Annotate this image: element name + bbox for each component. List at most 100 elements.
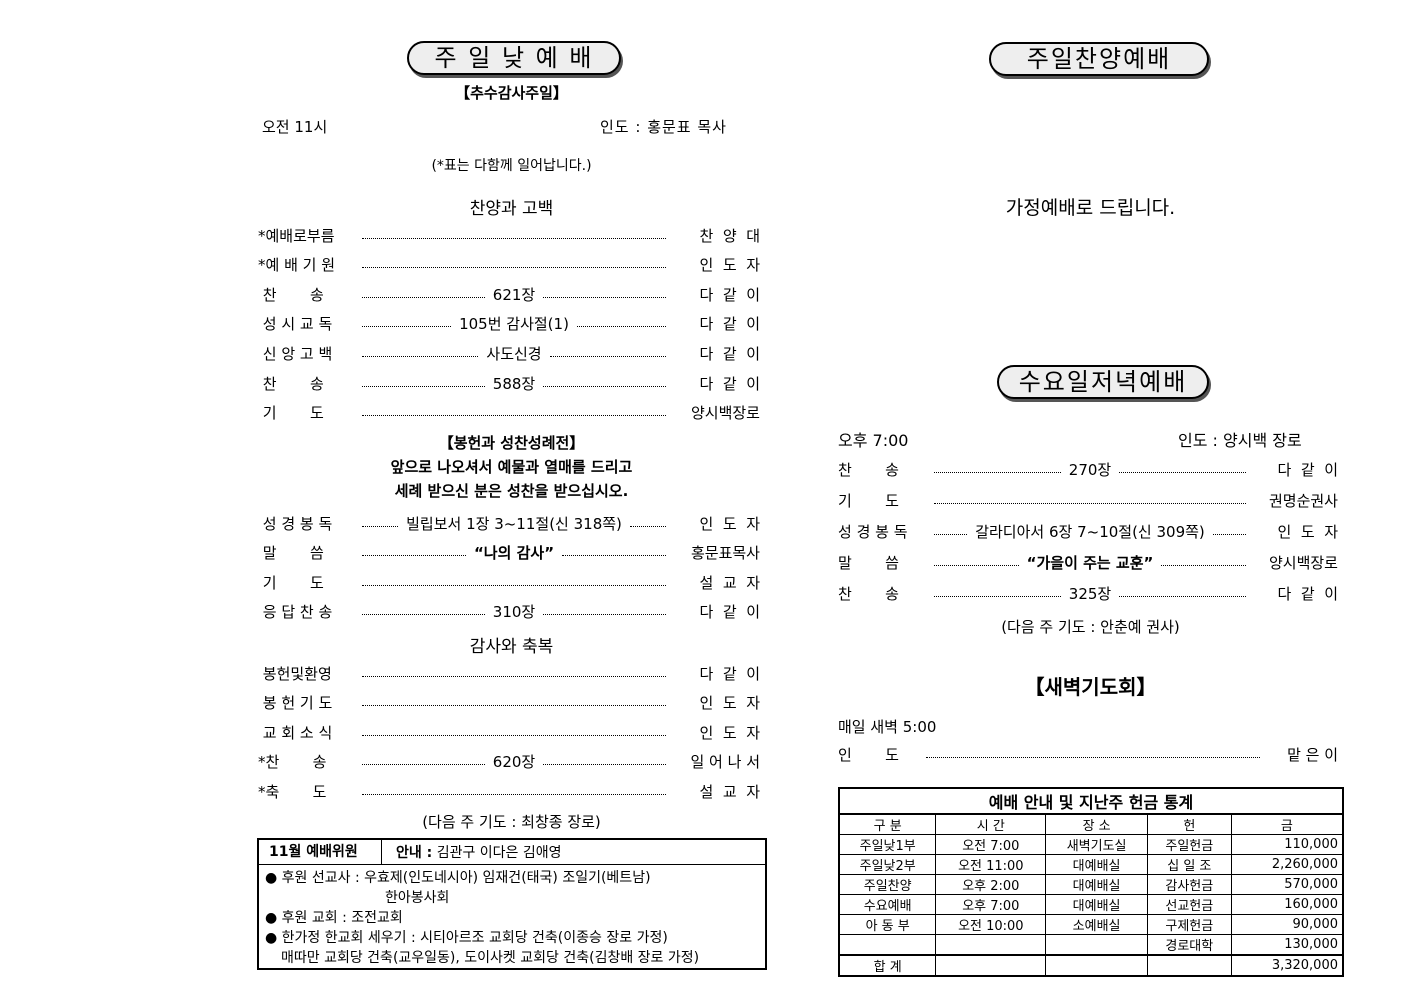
order-of-service-row: 기 도 양시백장로 — [258, 401, 760, 425]
order-of-service-row: *예배로부름 찬 양 대 — [258, 223, 760, 247]
dot-leader — [934, 471, 1061, 473]
supported-missionaries: 후원 선교사 : 우효제(인도네시아) 임재건(태국) 조일기(베트남) — [281, 870, 651, 886]
table-row: 주일찬양 오후 2:00 대예배실 감사헌금 570,000 — [838, 874, 1344, 895]
order-of-service-row: 봉헌및환영 다 같 이 — [258, 661, 760, 685]
dot-leader — [562, 555, 667, 557]
section-heading: 감사와 축복 — [469, 637, 554, 657]
row-value: 인 도 자 — [699, 256, 760, 275]
dot-leader — [362, 555, 466, 557]
dot-leader — [1119, 596, 1246, 598]
next-week-prayer: (다음 주 기도 : 최창종 장로) — [422, 813, 601, 831]
table-cell — [935, 954, 1047, 977]
row-value: 인 도 자 — [699, 694, 760, 713]
order-of-service-row: *예 배 기 원 인 도 자 — [258, 253, 760, 277]
dot-leader — [934, 533, 968, 535]
table-cell: 90,000 — [1230, 914, 1344, 935]
offering-line: 세례 받으신 분은 성찬을 받으십시오. — [394, 482, 629, 500]
order-of-service-row: 말 씀 “나의 감사” 홍문표목사 — [258, 541, 760, 565]
table-cell: 아 동 부 — [838, 914, 937, 935]
dot-leader — [362, 237, 666, 239]
order-of-service-row: 찬 송 270장 다 같 이 — [838, 457, 1338, 481]
dot-leader — [362, 705, 666, 707]
order-of-service-row: *축 도 설 교 자 — [258, 779, 760, 803]
table-cell: 오전 7:00 — [935, 834, 1047, 855]
row-detail: 325장 — [1068, 585, 1112, 604]
subtitle: 【추수감사주일】 — [455, 84, 568, 102]
dot-leader — [543, 764, 666, 766]
table-cell: 오전 11:00 — [935, 854, 1047, 875]
sunday-praise-title: 주일찬양예배 — [989, 42, 1209, 76]
table-cell — [1045, 934, 1148, 956]
dot-leader — [576, 326, 667, 328]
dot-leader — [362, 734, 666, 736]
row-label: *예 배 기 원 — [258, 256, 336, 275]
section-heading: 찬양과 고백 — [469, 199, 554, 219]
table-cell: 십 일 조 — [1146, 854, 1232, 875]
order-of-service-row: 성 시 교 독 105번 감사절(1) 다 같 이 — [258, 312, 760, 336]
row-detail: 621장 — [492, 285, 536, 304]
home-worship-note: 가정예배로 드립니다. — [1005, 197, 1176, 219]
table-row: 주일낮1부 오전 7:00 새벽기도실 주일헌금 110,000 — [838, 834, 1344, 855]
dot-leader — [934, 502, 1246, 504]
row-value: 다 같 이 — [699, 374, 760, 393]
row-value: 설 교 자 — [699, 782, 760, 801]
row-value: 다 같 이 — [699, 315, 760, 334]
table-row: 수요예배 오후 7:00 대예배실 선교헌금 160,000 — [838, 894, 1344, 915]
row-label: 성 경 봉 독 — [838, 522, 908, 541]
table-cell: 대예배실 — [1045, 894, 1148, 915]
table-title: 예배 안내 및 지난주 헌금 통계 — [838, 787, 1344, 815]
table-cell: 소예배실 — [1045, 914, 1148, 935]
table-cell: 대예배실 — [1045, 854, 1148, 875]
order-of-service-row: 찬 송 588장 다 같 이 — [258, 371, 760, 395]
row-detail: 310장 — [492, 603, 536, 622]
row-value: 일 어 나 서 — [690, 753, 760, 772]
row-label: 인 도 — [838, 745, 899, 764]
row-value: 다 같 이 — [1277, 460, 1338, 479]
row-label: 기 도 — [838, 491, 899, 510]
table-row: 주일낮2부 오전 11:00 대예배실 십 일 조 2,260,000 — [838, 854, 1344, 875]
table-cell: 오후 7:00 — [935, 894, 1047, 915]
table-cell: 구제헌금 — [1146, 914, 1232, 935]
info-box: 11월 예배위원 안내 : 김관구 이다은 김애영 ● 후원 선교사 : 우효제… — [257, 838, 767, 970]
row-value: 인 도 자 — [1277, 522, 1338, 541]
dot-leader — [1161, 565, 1247, 567]
row-label: 응 답 찬 송 — [258, 603, 333, 622]
row-detail: 빌립보서 1장 3~11절(신 318쪽) — [406, 514, 622, 533]
one-family-one-church: 한가정 한교회 세우기 : 시티아르조 교회당 건축(이종승 장로 가정) — [281, 930, 668, 946]
row-label: 봉 헌 기 도 — [258, 694, 333, 713]
row-label: *축 도 — [258, 782, 327, 801]
row-value: 다 같 이 — [699, 344, 760, 363]
row-value: 찬 양 대 — [699, 226, 760, 245]
row-value: 다 같 이 — [1277, 585, 1338, 604]
one-family-one-church: 매따만 교회당 건축(교우일동), 도이사켓 교회당 건축(김창배 장로 가정) — [281, 950, 700, 966]
dawn-leader-row: 인 도 맡 은 이 — [838, 742, 1338, 766]
offering-line: 앞으로 나오셔서 예물과 열매를 드리고 — [390, 458, 633, 476]
row-value: 양시백장로 — [1268, 554, 1338, 573]
supported-missionaries: 한아봉사회 — [385, 890, 450, 906]
dot-leader — [362, 764, 485, 766]
offering-title: 【봉헌과 성찬성례전】 — [438, 434, 585, 452]
row-label: 찬 송 — [838, 585, 899, 604]
table-cell: 새벽기도실 — [1045, 834, 1148, 855]
order-of-service-row: 찬 송 325장 다 같 이 — [838, 582, 1338, 606]
table-cell: 주일낮2부 — [838, 854, 937, 875]
row-value: 인 도 자 — [699, 723, 760, 742]
dot-leader — [1212, 533, 1246, 535]
row-detail: 105번 감사절(1) — [459, 315, 569, 334]
bullet-icon: ● — [265, 870, 278, 886]
dot-leader — [362, 326, 452, 328]
row-detail: 갈라디아서 6장 7~10절(신 309쪽) — [975, 522, 1205, 541]
service-time: 오전 11시 — [262, 118, 328, 136]
dot-leader — [362, 525, 399, 527]
dot-leader — [1119, 471, 1246, 473]
service-leader: 인도 : 홍문표 목사 — [600, 118, 727, 136]
row-value: 인 도 자 — [699, 514, 760, 533]
table-row: 경로대학 130,000 — [838, 934, 1344, 956]
row-label: 신 앙 고 백 — [258, 344, 333, 363]
sunday-worship-title: 주 일 낮 예 배 — [407, 41, 621, 75]
row-label: 찬 송 — [838, 460, 899, 479]
standing-note: (*표는 다함께 일어납니다.) — [431, 158, 592, 174]
